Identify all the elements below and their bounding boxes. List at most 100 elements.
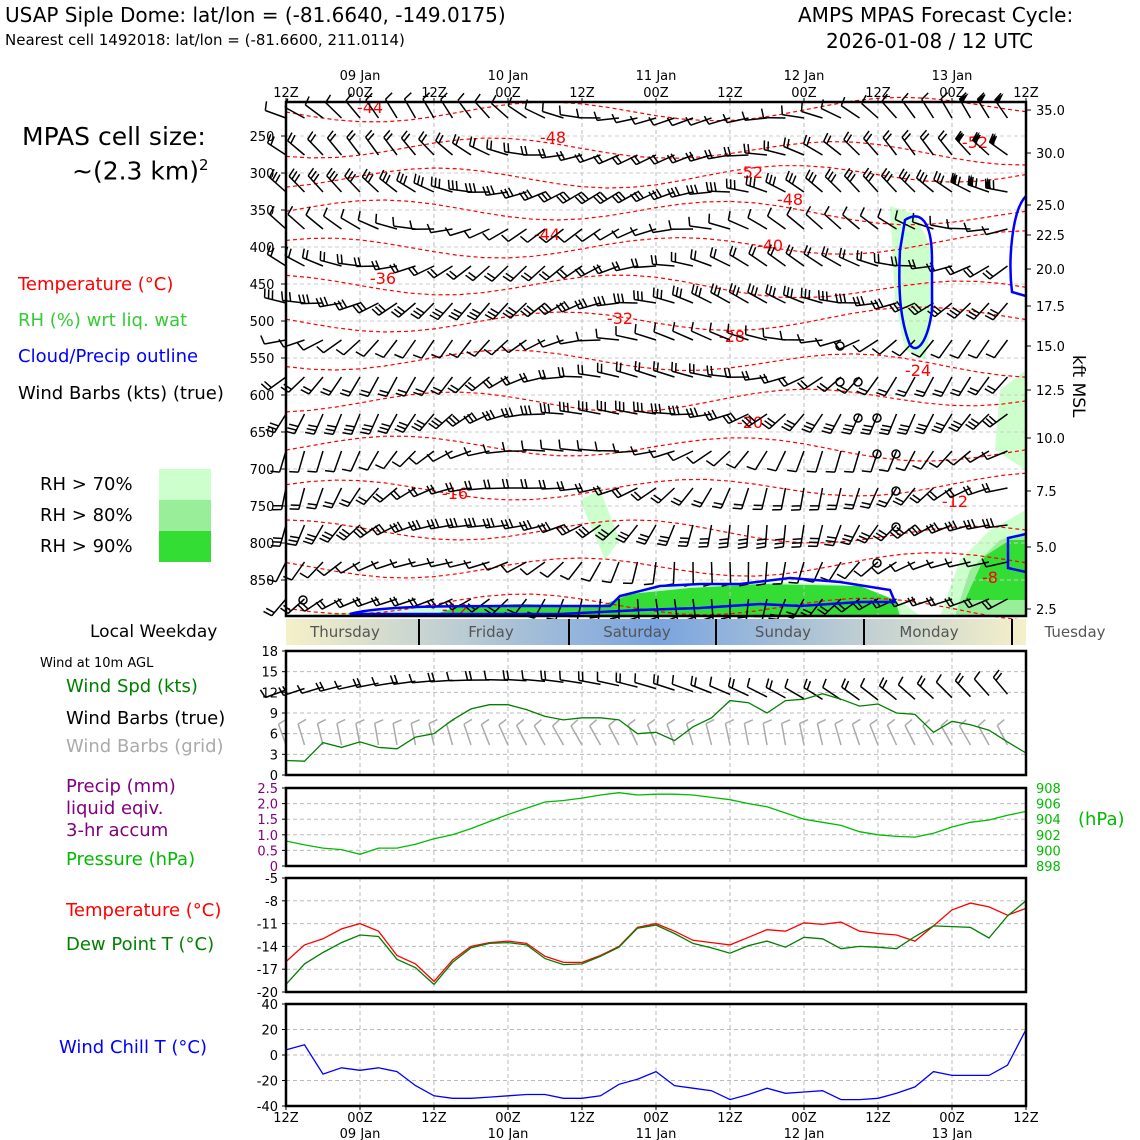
- height-tick-label: 25.0: [1036, 199, 1065, 214]
- wind-barb: [268, 205, 287, 230]
- wind-barb: [315, 598, 342, 610]
- wind-barb: [537, 521, 564, 534]
- grid-wind-barb: [724, 718, 735, 746]
- wind-barb: [286, 524, 306, 547]
- wind-barb: [539, 561, 565, 578]
- wind-barb: [482, 517, 509, 529]
- wind-barb: [371, 260, 398, 271]
- y-tick-label: -20: [257, 1075, 278, 1090]
- wind-barb: [856, 376, 879, 396]
- wind-barb: [315, 296, 342, 308]
- top-hour-tick-label: 00Z: [347, 86, 373, 101]
- weekday-label-thursday: Thursday: [309, 623, 380, 641]
- wind-barb: [756, 524, 768, 550]
- wind-barb: [838, 247, 860, 267]
- y-tick-label: 2.0: [257, 798, 278, 813]
- wind-barb: [575, 524, 601, 539]
- y-tick-label: 15: [261, 666, 278, 681]
- wind-barb: [518, 189, 546, 201]
- wind-barb: [614, 400, 638, 415]
- wind-barb: [747, 283, 768, 304]
- wind-barb: [575, 228, 601, 243]
- wind-barb: [722, 412, 749, 425]
- wind-barb: [391, 450, 417, 468]
- y-tick-label: 0: [270, 769, 278, 784]
- bottom-date-tick-label: 13 Jan: [932, 1127, 973, 1140]
- wind-barb: [500, 518, 527, 530]
- wind-barb: [933, 170, 953, 193]
- surface-wind-barb: [464, 670, 490, 681]
- wind-barb-flag: [985, 177, 992, 190]
- wind-barb: [630, 487, 657, 502]
- calm-wind-circle: [891, 449, 901, 459]
- wind-barb: [800, 102, 823, 119]
- wind-barb: [766, 207, 786, 230]
- wind-barb: [289, 450, 306, 473]
- wind-barb: [557, 366, 583, 378]
- wind-barb: [807, 524, 824, 548]
- calm-wind-circle: [298, 595, 308, 605]
- wind-barb: [741, 370, 768, 381]
- weekday-bar: Thursday Friday Saturday Sunday Monday Tuesda…: [286, 619, 1106, 645]
- wind-barb: [925, 522, 953, 534]
- wind-barb: [805, 205, 823, 230]
- rh70-swatch: [159, 469, 211, 500]
- wind-barb: [870, 298, 897, 310]
- wind-barb: [725, 450, 750, 469]
- y-tick-label: 0.5: [257, 844, 278, 859]
- wind-barb: [322, 207, 342, 230]
- wind-barb: [650, 403, 675, 415]
- wind-barb: [981, 558, 1008, 568]
- height-tick-label: 17.5: [1036, 300, 1065, 315]
- wind-barb: [502, 302, 528, 319]
- bottom-hour-tick-label: 12Z: [273, 1111, 299, 1126]
- wind-barb: [520, 440, 546, 452]
- wind-barb: [790, 487, 805, 511]
- wind-barb: [593, 295, 620, 307]
- wind-barb: [611, 191, 638, 204]
- pressure-tick-label: 650: [250, 426, 275, 441]
- wind-barb: [283, 561, 306, 581]
- wind-barb: [816, 376, 842, 393]
- wind-barb: [519, 561, 546, 576]
- legend-cloud: Cloud/Precip outline: [18, 346, 199, 367]
- wind-barb: [686, 450, 712, 465]
- wind-barb: [945, 450, 971, 466]
- wind-barb: [299, 561, 324, 579]
- wind-barb: [538, 228, 564, 244]
- wind-barb: [895, 450, 916, 472]
- wind-barb: [685, 184, 712, 196]
- surface-wind-barb: [615, 672, 638, 688]
- calm-wind-circle: [853, 377, 863, 387]
- surface-wind-barb: [540, 670, 564, 683]
- wind-barb: [352, 596, 379, 608]
- wind-barb: [817, 598, 842, 615]
- wind-barb: [817, 290, 842, 304]
- wind-barb: [876, 487, 898, 508]
- wind-barb: [463, 560, 490, 570]
- wind-barb: [901, 129, 916, 156]
- y-tick-label: -20: [257, 986, 278, 1001]
- height-tick-label: 22.5: [1036, 229, 1065, 244]
- wind-barb: [539, 403, 564, 415]
- wind-barb: [650, 487, 676, 504]
- chart-subtitle: Nearest cell 1492018: lat/lon = (-81.660…: [5, 31, 405, 49]
- wind-barb: [370, 523, 398, 536]
- wind-barb: [555, 300, 583, 313]
- wind-barb: [323, 413, 343, 436]
- wind-barb: [629, 115, 657, 125]
- grid-wind-barb: [551, 719, 565, 746]
- pressure-right-tick-label: 900: [1036, 844, 1061, 859]
- grid-wind-barb: [570, 719, 583, 746]
- wind-barb: [814, 337, 842, 347]
- wind-barb: [630, 258, 657, 269]
- legend-rh: RH (%) wrt liq. wat: [18, 310, 188, 331]
- wind-barb: [907, 259, 934, 270]
- wind-barb: [306, 487, 324, 510]
- wind-barb: [852, 339, 879, 353]
- pressure-unit-label: (hPa): [1078, 809, 1125, 830]
- wind-barb: [339, 487, 361, 508]
- grid-wind-barb: [780, 719, 791, 746]
- grid-wind-barb: [533, 719, 546, 746]
- wind-barb: [316, 339, 342, 354]
